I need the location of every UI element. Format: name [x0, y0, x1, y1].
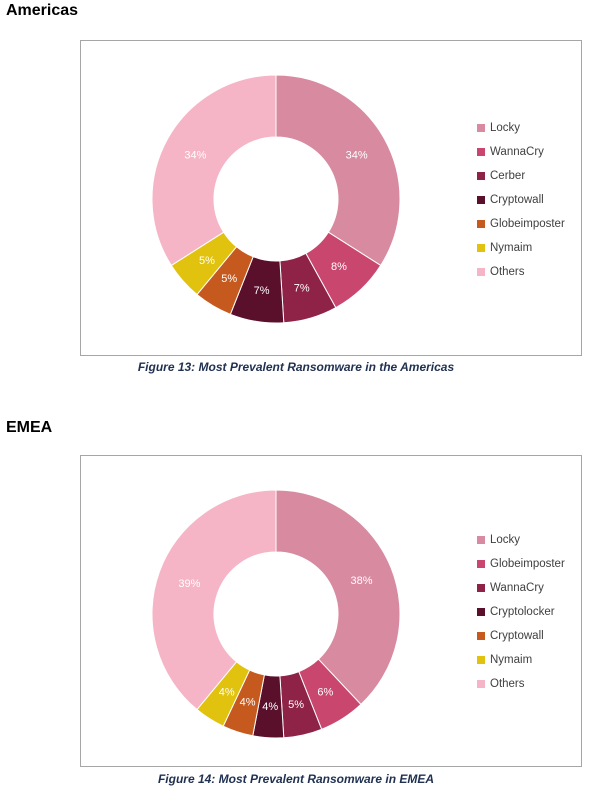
- chart-frame-emea: 38% 6% 5% 4% 4% 4% 39% Locky Globeimposter Wanna…: [80, 455, 582, 767]
- section-heading-americas: Americas: [6, 2, 79, 19]
- data-label-nymaim: 5%: [199, 255, 215, 267]
- legend-swatch: [477, 584, 485, 592]
- data-label-globeimposter: 6%: [317, 687, 333, 699]
- slice-others: [151, 489, 277, 711]
- legend-item-cryptolocker: Cryptolocker: [477, 600, 565, 624]
- data-label-cryptolocker: 4%: [262, 701, 278, 713]
- legend-item-cerber: Cerber: [477, 164, 565, 188]
- data-label-nymaim: 4%: [219, 687, 235, 699]
- legend-item-wannacry: WannaCry: [477, 140, 565, 164]
- legend-label: Locky: [490, 534, 521, 546]
- legend-label: WannaCry: [490, 146, 544, 158]
- section-heading-emea: EMEA: [6, 419, 53, 436]
- legend-label: Nymaim: [490, 242, 533, 254]
- legend-item-nymaim: Nymaim: [477, 648, 565, 672]
- legend-item-wannacry: WannaCry: [477, 576, 565, 600]
- legend-swatch: [477, 220, 485, 228]
- legend-swatch: [477, 124, 485, 132]
- legend-label: Globeimposter: [490, 218, 565, 230]
- legend-label: Locky: [490, 122, 521, 134]
- legend-label: Globeimposter: [490, 558, 565, 570]
- legend-swatch: [477, 148, 485, 156]
- data-label-cerber: 7%: [294, 282, 310, 294]
- legend-item-globeimposter: Globeimposter: [477, 212, 565, 236]
- legend-swatch: [477, 268, 485, 276]
- data-label-locky: 38%: [351, 575, 373, 587]
- legend-item-cryptowall: Cryptowall: [477, 624, 565, 648]
- data-label-globeimposter: 5%: [221, 273, 237, 285]
- legend-label: WannaCry: [490, 582, 544, 594]
- data-label-cryptowall: 4%: [240, 696, 256, 708]
- chart-frame-americas: 34% 8% 7% 7% 5% 5% 34% Locky WannaCry Cerber Cryp…: [80, 40, 582, 356]
- legend-americas: Locky WannaCry Cerber Cryptowall Globeimpost…: [477, 116, 565, 284]
- legend-label: Cryptolocker: [490, 606, 555, 618]
- legend-item-locky: Locky: [477, 528, 565, 552]
- legend-item-locky: Locky: [477, 116, 565, 140]
- legend-label: Cryptowall: [490, 194, 544, 206]
- slice-others: [151, 74, 277, 267]
- legend-swatch: [477, 244, 485, 252]
- legend-swatch: [477, 608, 485, 616]
- legend-label: Others: [490, 678, 525, 690]
- slice-locky: [275, 489, 401, 706]
- donut-chart-americas: 34% 8% 7% 7% 5% 5% 34%: [151, 74, 401, 324]
- slice-locky: [275, 74, 401, 267]
- figure-caption-14: Figure 14: Most Prevalent Ransomware in …: [157, 772, 435, 786]
- legend-swatch: [477, 172, 485, 180]
- legend-label: Cerber: [490, 170, 526, 182]
- legend-label: Cryptowall: [490, 630, 544, 642]
- legend-label: Others: [490, 266, 525, 278]
- legend-item-nymaim: Nymaim: [477, 236, 565, 260]
- legend-item-globeimposter: Globeimposter: [477, 552, 565, 576]
- legend-swatch: [477, 536, 485, 544]
- legend-item-others: Others: [477, 672, 565, 696]
- legend-emea: Locky Globeimposter WannaCry Cryptolocker Cr…: [477, 528, 565, 696]
- data-label-others: 39%: [178, 578, 200, 590]
- legend-swatch: [477, 196, 485, 204]
- data-label-wannacry: 5%: [288, 699, 304, 711]
- data-label-wannacry: 8%: [331, 261, 347, 273]
- donut-chart-emea: 38% 6% 5% 4% 4% 4% 39%: [151, 489, 401, 739]
- data-label-locky: 34%: [346, 150, 368, 162]
- legend-swatch: [477, 560, 485, 568]
- legend-item-cryptowall: Cryptowall: [477, 188, 565, 212]
- legend-swatch: [477, 632, 485, 640]
- legend-swatch: [477, 656, 485, 664]
- legend-item-others: Others: [477, 260, 565, 284]
- data-label-cryptowall: 7%: [254, 285, 270, 297]
- figure-caption-13: Figure 13: Most Prevalent Ransomware in …: [137, 360, 455, 374]
- legend-swatch: [477, 680, 485, 688]
- data-label-others: 34%: [184, 150, 206, 162]
- legend-label: Nymaim: [490, 654, 533, 666]
